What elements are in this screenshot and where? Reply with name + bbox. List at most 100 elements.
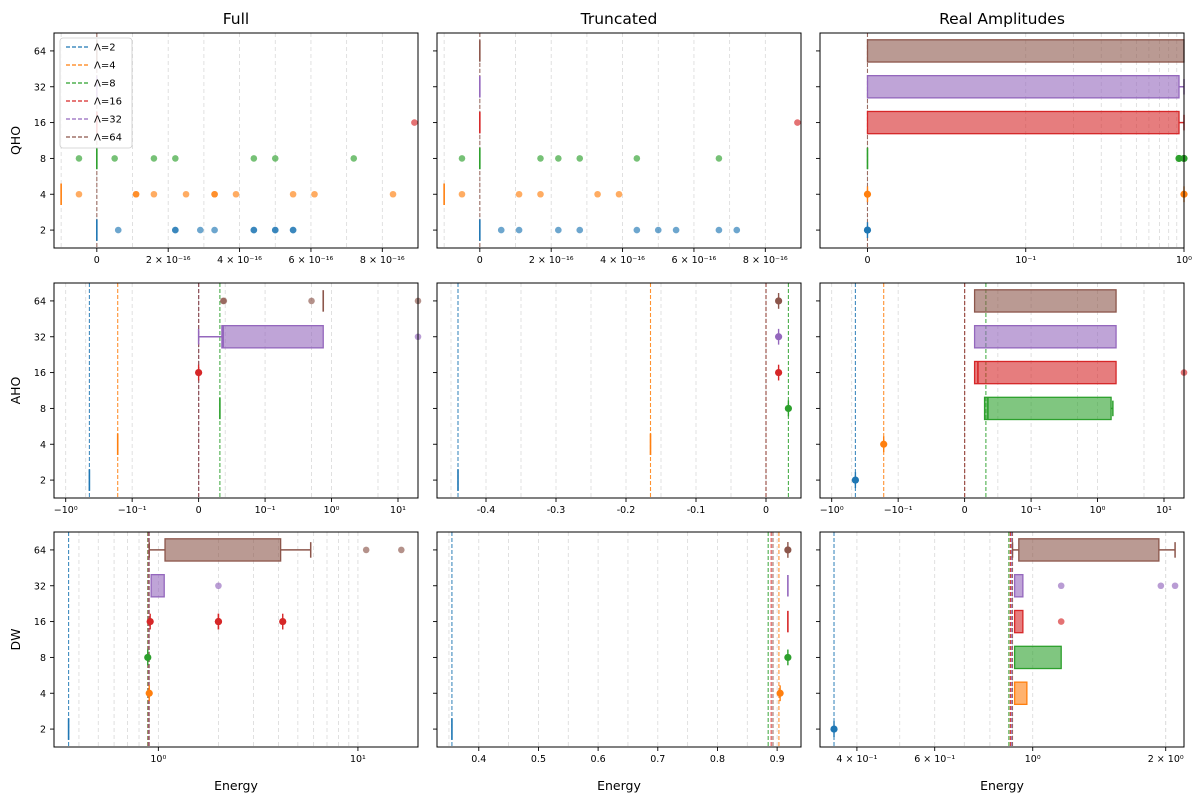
series-lambda-4	[443, 183, 623, 205]
outlier-point	[172, 155, 179, 162]
outlier-point	[515, 226, 523, 234]
panel-dw-realamplitudes	[816, 531, 1185, 751]
data-point	[775, 333, 783, 341]
x-tick-label: 0	[763, 505, 769, 516]
series-lambda-32	[1013, 573, 1179, 598]
legend-label: Λ=2	[94, 43, 116, 54]
box	[164, 538, 282, 562]
panel-dw-truncated	[433, 531, 802, 751]
series-lambda-4	[145, 685, 153, 702]
panel-dw-full	[50, 531, 419, 751]
series-lambda-32	[866, 74, 1185, 99]
outlier-point	[362, 546, 370, 554]
column-title: Full	[223, 10, 250, 28]
series-lambda-16	[866, 110, 1185, 135]
x-tick-label: −10⁻¹	[884, 505, 913, 516]
series-lambda-2	[851, 472, 859, 488]
series-lambda-64	[775, 293, 783, 309]
y-tick-label: 16	[34, 617, 46, 628]
series-lambda-32	[150, 573, 222, 598]
axes-frame	[819, 531, 1185, 748]
column-title: Truncated	[580, 10, 658, 28]
box	[983, 396, 1112, 421]
outlier-point	[555, 155, 562, 162]
box	[973, 324, 1117, 349]
x-tick-label: 4 × 10⁻¹	[836, 754, 877, 765]
x-tick-label: 4 × 10⁻¹⁶	[217, 255, 262, 266]
series-lambda-32	[775, 328, 783, 345]
legend-label: Λ=64	[94, 133, 122, 144]
outlier-point	[555, 226, 562, 234]
box	[973, 289, 1117, 313]
x-tick-label: 2 × 10⁰	[1148, 754, 1184, 765]
outlier-point	[389, 190, 397, 198]
outlier-point	[75, 155, 83, 162]
series-lambda-16	[96, 111, 418, 134]
data-point	[146, 617, 154, 626]
x-tick-label: 6 × 10⁻¹⁶	[289, 255, 334, 266]
outlier-point	[114, 226, 122, 234]
outlier-point	[576, 226, 584, 234]
series-lambda-64	[973, 289, 1117, 313]
data-point	[784, 404, 793, 413]
outlier-point	[1057, 618, 1065, 625]
outlier-point	[150, 155, 158, 162]
series-lambda-64	[148, 538, 405, 562]
data-point	[880, 440, 888, 448]
series-lambda-2	[96, 219, 297, 241]
data-point	[1175, 154, 1183, 163]
x-tick-label: 0	[864, 255, 870, 266]
data-point	[784, 546, 792, 554]
box	[866, 74, 1180, 99]
outlier-point	[633, 226, 641, 234]
axes-frame	[819, 32, 1185, 249]
x-tick-label: 0.4	[471, 754, 486, 765]
x-tick-label: 0	[477, 255, 483, 266]
series-lambda-8	[866, 147, 1188, 170]
x-tick-label: 2 × 10⁻¹⁶	[146, 255, 191, 266]
x-tick-label: -0.1	[687, 505, 706, 516]
row-label: QHO	[8, 126, 23, 155]
outlier-point	[1171, 582, 1179, 590]
series-lambda-4	[776, 685, 784, 702]
outlier-point	[715, 155, 723, 162]
outlier-point	[1057, 582, 1065, 590]
series-lambda-4	[1013, 681, 1028, 706]
outlier-point	[515, 190, 523, 198]
series-lambda-2	[863, 222, 872, 238]
series-lambda-16	[973, 360, 1188, 385]
axes-frame	[53, 531, 419, 748]
series-lambda-8	[144, 649, 152, 666]
x-tick-label: 6 × 10⁻¹⁶	[672, 255, 717, 266]
series-lambda-8	[1013, 645, 1062, 670]
outlier-point	[289, 190, 297, 198]
x-tick-label: −10⁻¹	[118, 505, 147, 516]
legend-label: Λ=16	[94, 97, 122, 108]
series-lambda-16	[479, 111, 801, 134]
series-lambda-64	[219, 290, 422, 312]
outlier-point	[398, 546, 405, 554]
y-tick-label: 2	[40, 226, 46, 237]
x-tick-label: 8 × 10⁻¹⁶	[360, 255, 405, 266]
outlier-point	[672, 226, 680, 234]
row-label: AHO	[8, 376, 23, 404]
series-lambda-32	[197, 324, 422, 349]
outlier-point	[308, 297, 315, 305]
box	[150, 573, 165, 598]
panel-qho-full	[50, 32, 419, 252]
data-point	[851, 476, 859, 484]
outlier-point	[633, 155, 641, 162]
data-point	[776, 689, 784, 697]
x-tick-label: 2 × 10⁻¹⁶	[529, 255, 574, 266]
box	[866, 39, 1185, 63]
series-lambda-16	[146, 613, 287, 630]
legend-label: Λ=8	[94, 79, 116, 90]
x-tick-label: 0	[962, 505, 968, 516]
outlier-point	[733, 226, 741, 234]
y-tick-label: 32	[34, 332, 46, 343]
outlier-point	[794, 119, 801, 126]
series-lambda-2	[830, 721, 838, 737]
outlier-point	[537, 190, 544, 198]
outlier-point	[211, 190, 218, 198]
legend-label: Λ=4	[94, 61, 116, 72]
